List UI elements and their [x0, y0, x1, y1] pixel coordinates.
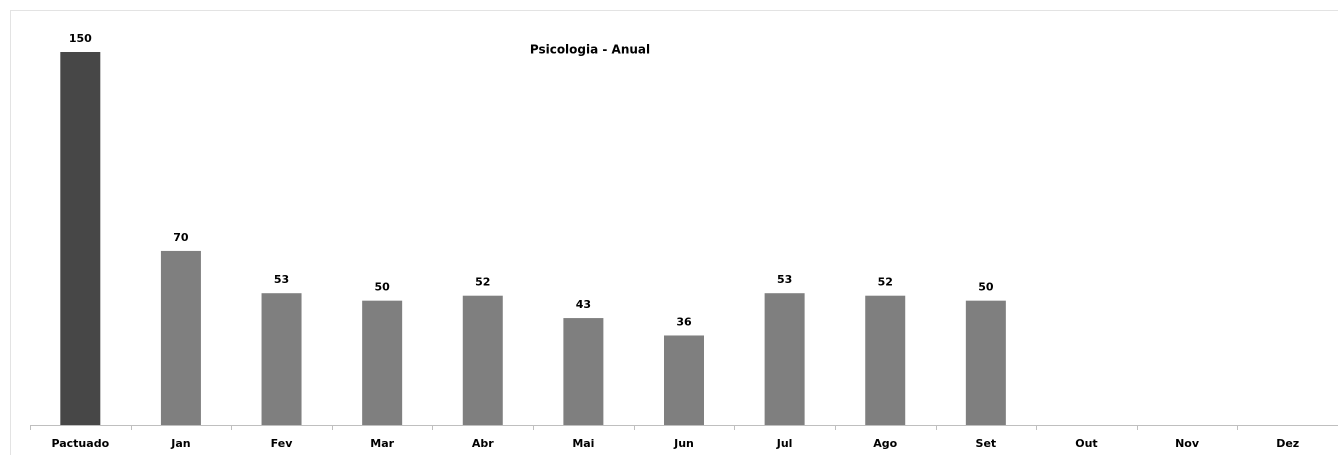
data-label: 43	[576, 298, 591, 311]
data-label: 52	[878, 276, 893, 289]
x-tick-label: Jan	[170, 437, 190, 450]
x-tick-label: Pactuado	[51, 437, 109, 450]
bar	[764, 293, 805, 425]
bar	[664, 335, 704, 425]
bar	[462, 295, 503, 425]
bar	[160, 250, 201, 425]
x-tick-label: Mai	[572, 437, 594, 450]
x-tick-label: Jul	[776, 437, 793, 450]
x-tick-label: Fev	[271, 437, 294, 450]
bar	[965, 300, 1006, 425]
data-label: 36	[676, 315, 692, 328]
bar	[362, 300, 403, 425]
data-label: 50	[978, 281, 994, 294]
x-tick-label: Set	[976, 437, 997, 450]
data-label: 53	[777, 273, 792, 286]
x-tick-label: Dez	[1276, 437, 1299, 450]
chart-title: Psicologia - Anual	[530, 43, 650, 57]
data-label: 53	[274, 273, 289, 286]
x-tick-label: Ago	[873, 437, 897, 450]
data-label: 150	[69, 32, 92, 45]
data-label: 50	[374, 281, 390, 294]
x-tick-label: Jun	[673, 437, 694, 450]
x-tick-label: Mar	[370, 437, 394, 450]
x-tick-label: Nov	[1175, 437, 1200, 450]
chart-frame	[10, 10, 1338, 455]
bar	[261, 293, 302, 425]
bar	[865, 295, 906, 425]
x-tick-label: Out	[1075, 437, 1097, 450]
bar	[60, 52, 101, 425]
data-label: 52	[475, 276, 490, 289]
x-tick-label: Abr	[472, 437, 494, 450]
data-label: 70	[173, 231, 189, 244]
bar	[563, 318, 604, 425]
